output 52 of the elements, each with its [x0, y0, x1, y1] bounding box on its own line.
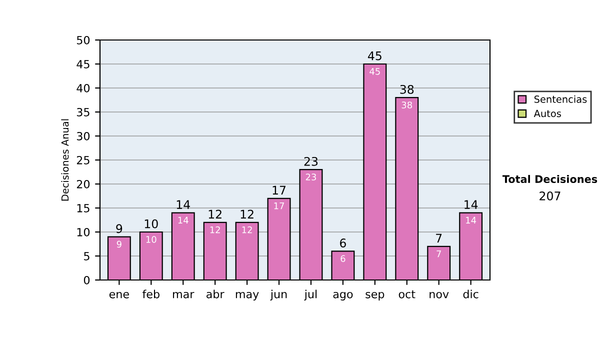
total-label: 12 [240, 210, 254, 219]
total-label: 17 [272, 186, 286, 195]
x-tick-label: dic [463, 290, 478, 298]
x-tick-label: may [236, 292, 259, 300]
y-tick-label: 30 [76, 132, 90, 140]
total-label: 14 [176, 200, 190, 209]
x-tick-label: oct [398, 290, 416, 298]
x-tick-label: jun [270, 290, 287, 300]
legend-label: Autos [534, 110, 561, 118]
data-label: 12 [242, 226, 252, 234]
data-label: 17 [274, 202, 284, 210]
data-label: 45 [370, 68, 380, 75]
total-label: 45 [368, 52, 382, 60]
y-tick-label: 5 [84, 252, 90, 260]
x-tick-label: feb [142, 290, 160, 298]
data-label: 12 [210, 226, 220, 234]
x-tick-label: nov [430, 292, 449, 298]
y-tick-label: 0 [84, 276, 90, 284]
total-label: 6 [340, 238, 346, 248]
text: Total Decisiones [502, 174, 598, 184]
total-label: 14 [464, 200, 478, 209]
total-label: 9 [116, 224, 122, 234]
data-label: 10 [146, 236, 156, 243]
total-label: 10 [144, 219, 158, 228]
y-axis-title: Decisiones Anual [61, 119, 69, 201]
y-tick-label: 25 [76, 156, 90, 164]
x-tick-label: sep [366, 292, 384, 300]
data-label: 6 [340, 255, 346, 262]
data-label: 14 [178, 216, 188, 224]
total-label: 12 [208, 210, 222, 219]
x-tick-label: jul [304, 290, 317, 300]
total-label: 38 [400, 84, 414, 94]
x-tick-label: abr [206, 290, 224, 298]
data-label: 14 [466, 216, 476, 224]
y-tick-label: 45 [76, 60, 90, 68]
total-label: 23 [304, 156, 318, 166]
x-tick-label: ago [333, 292, 353, 300]
y-tick-label: 20 [76, 180, 90, 188]
legend-label: Sentencias [534, 95, 587, 103]
total-label: 7 [436, 234, 442, 243]
data-label: 9 [116, 240, 122, 248]
x-tick-label: mar [173, 292, 194, 298]
text: 207 [540, 191, 560, 200]
y-tick-label: 10 [77, 228, 90, 236]
data-label: 38 [402, 102, 412, 108]
x-tick-label: ene [109, 292, 129, 298]
data-label: 23 [306, 174, 316, 180]
y-tick-label: 35 [76, 108, 90, 116]
y-tick-label: 40 [76, 84, 90, 92]
y-tick-label: 50 [76, 36, 90, 44]
data-label: 7 [436, 250, 441, 258]
y-tick-label: 15 [77, 204, 90, 212]
